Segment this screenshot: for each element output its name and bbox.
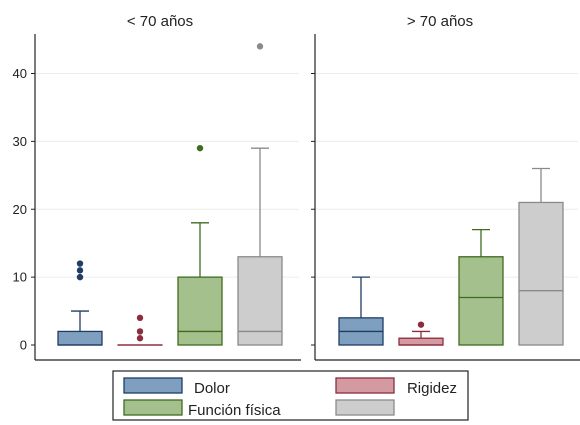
legend-item-funcion-fisica: Función física bbox=[123, 399, 281, 419]
legend-item-rigidez: Rigidez bbox=[335, 377, 457, 397]
box-rigidez bbox=[398, 321, 444, 346]
panel-2: > 70 años bbox=[311, 13, 580, 361]
box-body bbox=[57, 330, 103, 346]
y-tick-label: 30 bbox=[13, 134, 27, 149]
outlier-point bbox=[136, 335, 144, 342]
box-body bbox=[518, 201, 564, 346]
box-body bbox=[398, 337, 444, 346]
outlier-point bbox=[417, 321, 425, 328]
legend-label: Función física bbox=[188, 402, 281, 419]
outlier-point bbox=[196, 144, 204, 152]
box-body bbox=[458, 256, 504, 346]
legend-label: Dolor bbox=[194, 380, 230, 397]
outlier-point bbox=[136, 328, 144, 335]
outlier-point bbox=[76, 273, 84, 281]
box-series-4 bbox=[237, 43, 283, 346]
outlier-point bbox=[76, 267, 84, 274]
legend-swatch bbox=[335, 377, 395, 394]
legend-swatch bbox=[123, 399, 183, 416]
outlier-point bbox=[256, 43, 264, 50]
legend-item-series-4 bbox=[335, 399, 395, 416]
outlier-point bbox=[76, 260, 84, 267]
box-funcion-fisica bbox=[458, 228, 504, 346]
panel-title: < 70 años bbox=[127, 13, 193, 30]
legend: Dolor Rigidez Función física bbox=[112, 370, 469, 421]
box-body bbox=[237, 256, 283, 346]
legend-label: Rigidez bbox=[407, 380, 457, 397]
box-series-4 bbox=[518, 167, 564, 346]
legend-swatch bbox=[335, 399, 395, 416]
legend-swatch bbox=[123, 377, 183, 394]
box-dolor bbox=[57, 260, 103, 346]
panels: 0 10 20 30 40 < 70 años > 70 años bbox=[13, 13, 580, 361]
panel-title: > 70 años bbox=[407, 13, 473, 30]
box-rigidez bbox=[117, 314, 163, 346]
outlier-point bbox=[136, 314, 144, 322]
legend-item-dolor: Dolor bbox=[123, 377, 230, 397]
y-tick-label: 20 bbox=[13, 202, 27, 217]
panel-1: 0 10 20 30 40 < 70 años bbox=[13, 13, 301, 361]
y-tick-label: 10 bbox=[13, 270, 27, 285]
box-dolor bbox=[338, 276, 384, 346]
box-funcion-fisica bbox=[177, 144, 223, 346]
y-tick-label: 40 bbox=[13, 66, 27, 81]
box-body bbox=[177, 276, 223, 346]
y-tick-label: 0 bbox=[20, 338, 27, 353]
